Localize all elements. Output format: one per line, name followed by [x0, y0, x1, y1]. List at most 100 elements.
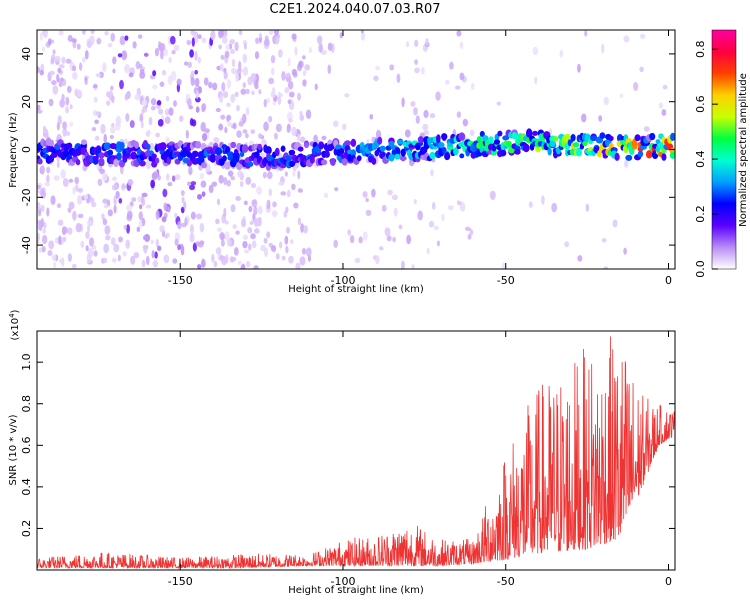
spectrogram-cell — [92, 84, 98, 89]
spectrogram-cell — [191, 37, 195, 47]
spectrogram-cell — [226, 122, 233, 127]
spectrogram-cell — [645, 150, 653, 159]
spectrogram-cell — [525, 129, 533, 138]
spectrogram-cell — [167, 75, 173, 85]
spectrogram-cell — [111, 95, 115, 104]
spectrogram-cell — [204, 128, 210, 134]
spectrogram-cell — [263, 98, 267, 108]
spectrogram-cell — [160, 49, 164, 60]
spectrogram-cell — [66, 154, 73, 161]
spectrogram-cell — [489, 190, 496, 201]
spectrogram-cell — [171, 175, 176, 182]
spectrogram-cell — [414, 59, 419, 65]
spectrogram-cell — [245, 260, 251, 268]
spectrogram-cell — [190, 211, 196, 220]
spectrogram-cell — [242, 82, 247, 89]
spectrogram-cell — [81, 30, 86, 35]
spectrogram-cell — [585, 203, 590, 212]
spectrogram-cell — [254, 228, 260, 234]
spectrogram-cell — [189, 232, 195, 243]
spectrogram-cell — [164, 234, 168, 239]
spectrogram-cell — [37, 184, 42, 189]
colorbar-tick-label: 0.0 — [694, 260, 707, 278]
spectrogram-x-ticks: -150 -100 -50 0 — [168, 30, 672, 287]
spectrogram-cell — [57, 67, 62, 74]
spectrogram-cell — [149, 142, 155, 151]
spectrogram-cell — [267, 171, 273, 180]
snr-y-ticks: 0.2 0.4 0.6 0.8 1.0 — [20, 353, 675, 537]
spectrogram-cell — [400, 148, 406, 157]
spectrogram-cell — [291, 183, 296, 191]
spectrogram-cell — [111, 257, 117, 263]
spectrogram-cell — [266, 97, 271, 104]
spectrogram-cell — [341, 158, 348, 166]
spectrogram-cell — [429, 151, 436, 160]
spectrogram-cell — [81, 139, 87, 146]
spectrogram-cell — [197, 34, 202, 40]
spectrogram-cell — [293, 202, 299, 209]
spectrogram-cell — [164, 116, 171, 124]
spectrogram-cell — [43, 222, 47, 229]
spectrogram-cell — [229, 256, 235, 263]
spectrogram-cell — [106, 100, 111, 106]
snr-x-axis-label: Height of straight line (km) — [288, 585, 424, 596]
spectrogram-cell — [55, 144, 60, 151]
spectrogram-cell — [194, 50, 198, 61]
spectrogram-cell — [375, 255, 380, 265]
spectrogram-cell — [236, 68, 243, 74]
spectrogram-cell — [256, 186, 263, 195]
spectrogram-cell — [46, 166, 51, 174]
spectrogram-cell — [232, 122, 237, 130]
spectrogram-cell — [598, 115, 603, 122]
spectrogram-cell — [237, 170, 243, 178]
spectrogram-cell — [223, 207, 227, 218]
spectrogram-cell — [189, 184, 196, 191]
spectrogram-cell — [278, 93, 284, 98]
spectrogram-cell — [433, 225, 439, 231]
spectrogram-cell — [248, 205, 253, 213]
spectrogram-cell — [410, 101, 416, 107]
spectrogram-cell — [190, 70, 195, 79]
x-tick-label: 0 — [665, 575, 672, 588]
spectrogram-cell — [150, 179, 156, 189]
spectrogram-cell — [263, 121, 269, 132]
spectrogram-cell — [47, 38, 52, 46]
spectrogram-cell — [575, 148, 583, 157]
spectrogram-cell — [250, 72, 257, 83]
spectrogram-cell — [230, 48, 235, 55]
spectrogram-cell — [457, 200, 462, 206]
spectrogram-cell — [186, 39, 191, 46]
spectrogram-cell — [140, 121, 144, 129]
colorbar-tick-label: 0.4 — [694, 150, 707, 168]
spectrogram-cell — [344, 93, 350, 98]
spectrogram-cell — [265, 146, 272, 155]
spectrogram-cell — [268, 115, 273, 123]
spectrogram-cell — [423, 109, 429, 119]
y-tick-label: -20 — [20, 188, 33, 206]
spectrogram-cell — [623, 247, 627, 255]
spectrogram-cell — [238, 60, 242, 71]
spectrogram-cell — [601, 237, 607, 243]
spectrogram-cell — [275, 123, 282, 133]
spectrogram-cell — [88, 237, 95, 247]
spectrogram-cell — [177, 220, 182, 230]
spectrogram-cell — [270, 91, 276, 98]
spectrogram-cell — [130, 151, 138, 160]
spectrogram-cell — [95, 73, 102, 78]
colorbar-tick-label: 0.2 — [694, 205, 707, 223]
spectrogram-cell — [232, 224, 238, 229]
spectrogram-cell — [469, 129, 475, 137]
spectrogram-cell — [236, 130, 242, 138]
spectrogram-cell — [238, 121, 244, 127]
y-tick-label: 1.0 — [20, 353, 33, 371]
spectrogram-cell — [119, 35, 126, 46]
spectrogram-cell — [85, 231, 90, 239]
spectrogram-cell — [296, 92, 302, 101]
spectrogram-cell — [41, 234, 48, 245]
colorbar-gradient — [711, 29, 737, 270]
spectrogram-cell — [195, 106, 200, 113]
spectrogram-cell — [349, 235, 355, 244]
snr-x-ticks: -150 -100 -50 0 — [168, 331, 672, 588]
spectrogram-cell — [369, 113, 374, 120]
spectrogram-cell — [139, 68, 145, 74]
